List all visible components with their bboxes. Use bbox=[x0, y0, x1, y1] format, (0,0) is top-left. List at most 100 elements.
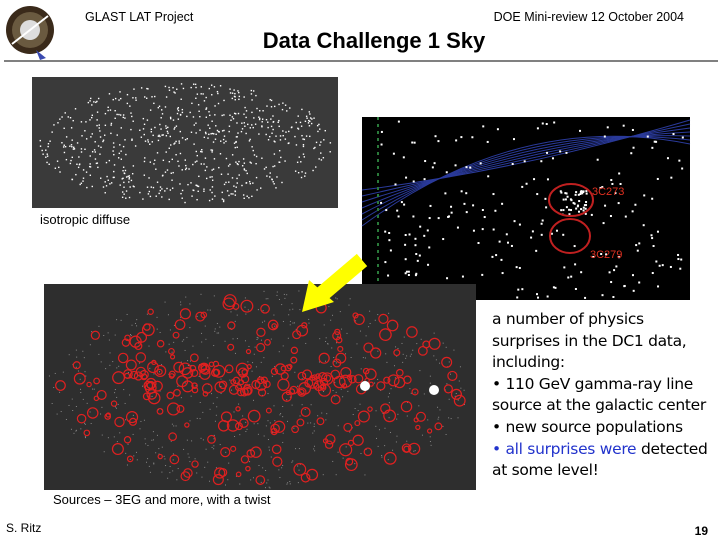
source-circle bbox=[406, 326, 418, 338]
source-circle bbox=[240, 455, 250, 464]
photon-dot bbox=[256, 107, 258, 110]
photon-dot bbox=[651, 197, 654, 200]
source-circle bbox=[273, 420, 286, 433]
photon-dot bbox=[574, 263, 577, 266]
source-circle bbox=[413, 417, 419, 423]
photon-dot bbox=[386, 361, 388, 363]
source-circle bbox=[90, 330, 100, 340]
photon-dot bbox=[231, 116, 234, 118]
photon-dot bbox=[65, 136, 68, 138]
photon-dot bbox=[299, 121, 302, 124]
photon-dot bbox=[192, 83, 195, 85]
photon-dot bbox=[585, 192, 588, 195]
photon-dot bbox=[291, 126, 293, 128]
source-circle bbox=[332, 358, 342, 368]
photon-dot bbox=[201, 341, 203, 343]
source-circle bbox=[240, 299, 254, 313]
photon-dot bbox=[100, 146, 102, 149]
source-circle bbox=[363, 447, 373, 457]
photon-dot bbox=[130, 128, 132, 131]
photon-dot bbox=[236, 177, 238, 180]
source-circle bbox=[213, 368, 221, 377]
photon-dot bbox=[213, 445, 215, 447]
photon-dot bbox=[89, 174, 92, 176]
photon-dot bbox=[305, 115, 308, 118]
source-circle bbox=[124, 334, 131, 342]
photon-dot bbox=[630, 152, 633, 155]
photon-dot bbox=[251, 124, 253, 126]
photon-dot bbox=[236, 182, 238, 184]
photon-dot bbox=[448, 398, 450, 400]
photon-dot bbox=[192, 116, 195, 118]
photon-dot bbox=[272, 120, 275, 123]
photon-dot bbox=[405, 176, 408, 179]
photon-dot bbox=[180, 316, 182, 318]
photon-dot bbox=[156, 328, 158, 330]
photon-dot bbox=[69, 145, 71, 147]
photon-dot bbox=[173, 143, 175, 145]
photon-dot bbox=[80, 392, 82, 394]
photon-dot bbox=[164, 171, 167, 173]
photon-dot bbox=[377, 314, 379, 316]
photon-dot bbox=[575, 207, 578, 210]
photon-dot bbox=[214, 330, 216, 332]
photon-dot bbox=[213, 448, 215, 450]
photon-dot bbox=[226, 369, 228, 371]
photon-dot bbox=[75, 406, 77, 408]
photon-dot bbox=[205, 116, 207, 118]
photon-dot bbox=[298, 290, 300, 292]
photon-dot bbox=[164, 301, 166, 303]
photon-dot bbox=[250, 162, 252, 164]
photon-dot bbox=[278, 161, 281, 163]
photon-dot bbox=[242, 415, 244, 417]
photon-dot bbox=[227, 479, 229, 481]
photon-dot bbox=[154, 95, 156, 98]
photon-dot bbox=[546, 295, 549, 298]
photon-dot bbox=[305, 135, 308, 137]
photon-dot bbox=[428, 217, 431, 220]
photon-dot bbox=[281, 108, 284, 111]
photon-dot bbox=[188, 456, 190, 458]
photon-dot bbox=[200, 93, 202, 95]
photon-dot bbox=[157, 139, 160, 142]
source-circle bbox=[117, 352, 129, 364]
photon-dot bbox=[75, 173, 77, 176]
photon-dot bbox=[161, 196, 163, 198]
photon-dot bbox=[339, 311, 341, 313]
photon-dot bbox=[246, 172, 248, 175]
sources-caption: Sources – 3EG and more, with a twist bbox=[53, 492, 271, 507]
photon-dot bbox=[614, 192, 617, 195]
photon-dot bbox=[313, 423, 315, 425]
photon-dot bbox=[110, 122, 113, 125]
photon-dot bbox=[200, 293, 202, 295]
photon-dot bbox=[356, 343, 358, 345]
photon-dot bbox=[177, 109, 180, 112]
photon-dot bbox=[189, 461, 191, 463]
source-circle bbox=[235, 406, 241, 412]
photon-dot bbox=[172, 459, 174, 461]
photon-dot bbox=[418, 405, 420, 407]
photon-dot bbox=[48, 375, 50, 377]
photon-dot bbox=[89, 411, 91, 413]
photon-dot bbox=[634, 203, 637, 206]
photon-dot bbox=[156, 434, 158, 436]
photon-dot bbox=[397, 215, 400, 218]
photon-dot bbox=[148, 177, 150, 179]
photon-dot bbox=[389, 392, 391, 394]
photon-dot bbox=[271, 178, 273, 180]
photon-dot bbox=[71, 178, 73, 181]
photon-dot bbox=[122, 170, 124, 172]
photon-dot bbox=[232, 338, 234, 340]
photon-dot bbox=[247, 123, 249, 126]
source-circle bbox=[548, 183, 594, 217]
photon-dot bbox=[173, 341, 175, 343]
source-circle bbox=[169, 354, 176, 360]
photon-dot bbox=[158, 134, 160, 137]
source-circle bbox=[267, 319, 279, 331]
photon-dot bbox=[445, 434, 447, 436]
photon-dot bbox=[261, 321, 263, 323]
photon-dot bbox=[393, 365, 395, 367]
photon-dot bbox=[477, 242, 480, 245]
photon-dot bbox=[340, 388, 342, 390]
photon-dot bbox=[241, 184, 243, 187]
